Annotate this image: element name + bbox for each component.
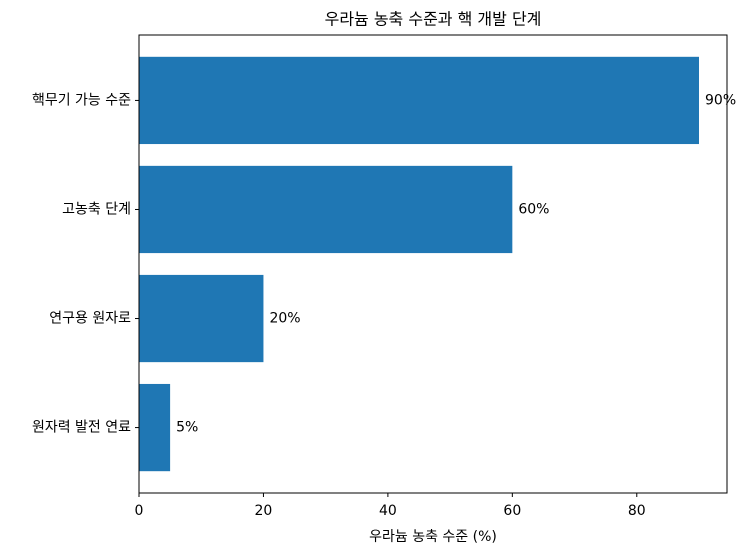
x-axis-label: 우라늄 농축 수준 (%) xyxy=(369,529,497,545)
bar xyxy=(139,165,513,254)
x-tick-label: 60 xyxy=(503,503,521,519)
value-label: 90% xyxy=(705,92,736,108)
bar xyxy=(139,274,264,363)
chart-title: 우라늄 농축 수준과 핵 개발 단계 xyxy=(325,10,542,29)
value-label: 60% xyxy=(518,201,549,217)
value-label: 20% xyxy=(269,311,300,327)
y-tick-label: 연구용 원자로 xyxy=(49,311,131,327)
x-tick-label: 80 xyxy=(628,503,646,519)
x-tick-label: 0 xyxy=(135,503,144,519)
x-tick-label: 20 xyxy=(255,503,273,519)
plot-frame xyxy=(138,34,728,494)
y-tick-label: 원자력 발전 연료 xyxy=(32,420,131,436)
y-tick-label: 핵무기 가능 수준 xyxy=(32,92,131,108)
value-label: 5% xyxy=(176,420,198,436)
y-tick-label: 고농축 단계 xyxy=(62,201,131,217)
bar xyxy=(139,56,699,145)
bar xyxy=(139,383,171,472)
x-tick-label: 40 xyxy=(379,503,397,519)
